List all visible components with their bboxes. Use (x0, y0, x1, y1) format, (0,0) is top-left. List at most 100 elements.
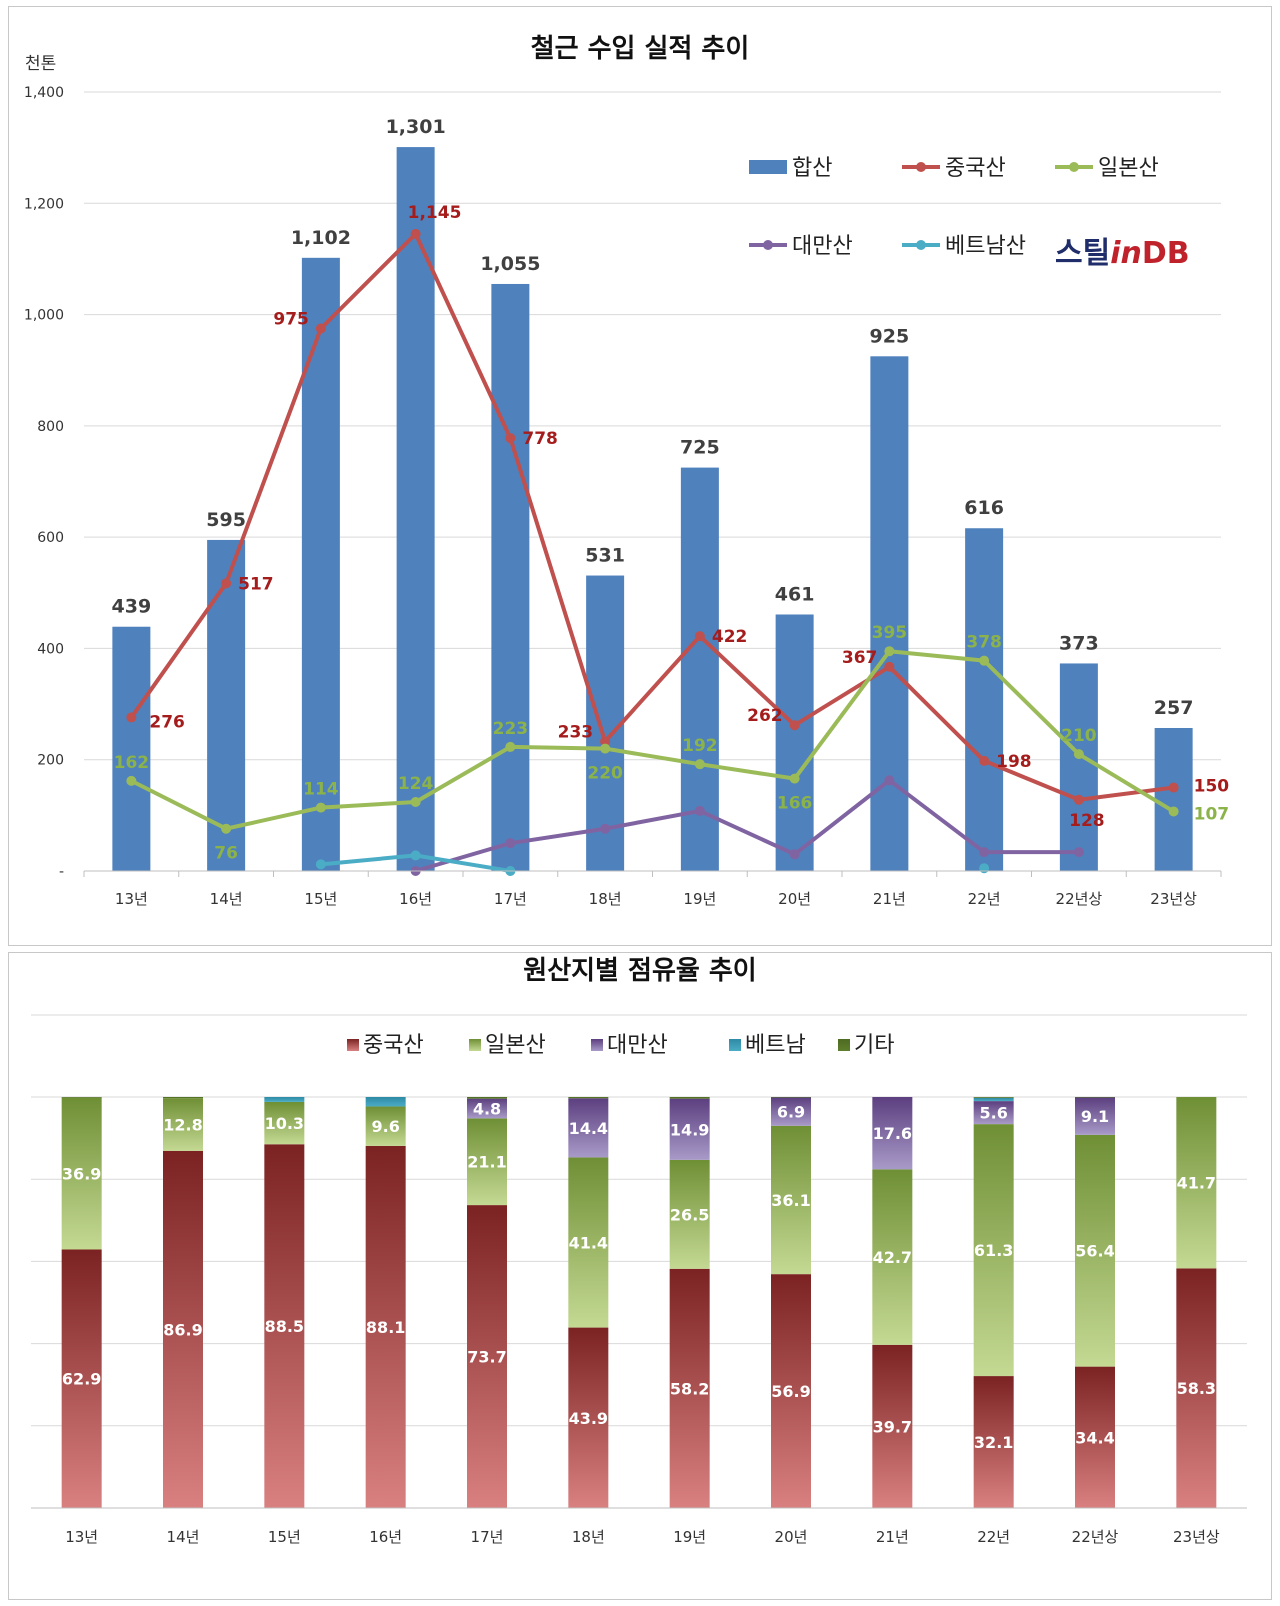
chart1-x-tick-label: 22년 (968, 890, 1001, 908)
chart2-bar-segment (669, 1268, 710, 1508)
chart1-series-point (789, 849, 800, 860)
chart2-bar-segment (1075, 1134, 1115, 1367)
chart2-bar-segment (1075, 1097, 1115, 1135)
chart1-series-point (221, 823, 232, 834)
chart1-bar-value-label: 531 (585, 545, 625, 567)
chart2-segment-label: 26.5 (670, 1205, 709, 1224)
chart1-series-point (884, 775, 895, 786)
chart2-x-tick-label: 19년 (673, 1528, 706, 1546)
chart2-bar-segment (771, 1274, 811, 1508)
chart2-segment-label: 39.7 (873, 1417, 912, 1436)
chart2-bar-segment (365, 1097, 406, 1107)
chart1-series-point (600, 736, 611, 747)
chart2-bar-segment (568, 1098, 609, 1158)
chart1-y-tick-label: 1,200 (24, 196, 64, 212)
chart1-x-tick-label: 14년 (210, 890, 243, 908)
chart2-x-tick-label: 20년 (775, 1528, 808, 1546)
chart2-segment-label: 21.1 (467, 1153, 506, 1172)
chart2-segment-label: 32.1 (974, 1433, 1013, 1452)
chart1-china-value-label: 367 (842, 648, 878, 668)
chart1-x-tick-label: 21년 (873, 890, 906, 908)
chart2-segment-label: 36.9 (62, 1165, 101, 1184)
chart2-segment-label: 9.1 (1081, 1107, 1109, 1126)
chart2-x-tick-label: 13년 (65, 1528, 98, 1546)
chart1-legend-marker (916, 240, 926, 250)
chart1-series-point (505, 433, 516, 444)
chart1-legend-marker (763, 240, 773, 250)
chart2-bar-segment (1176, 1268, 1217, 1508)
chart1-japan-value-label: 223 (493, 719, 529, 739)
chart1-legend-label: 대만산 (792, 234, 853, 259)
chart1-bar (207, 539, 246, 871)
chart1-series-point (979, 863, 990, 874)
chart1-china-value-label: 422 (712, 627, 748, 647)
chart2-legend-label: 일본산 (485, 1033, 546, 1058)
chart2-segment-label: 41.7 (1177, 1174, 1216, 1193)
chart2-legend-swatch (591, 1039, 603, 1051)
chart2-x-tick-label: 17년 (471, 1528, 504, 1546)
chart1-bar (680, 467, 719, 871)
chart1-series-point (315, 859, 326, 870)
chart2-segment-label: 14.9 (670, 1120, 709, 1139)
chart1-bar-value-label: 1,301 (386, 116, 446, 138)
chart2-bar-segment (872, 1169, 913, 1345)
chart2-segment-label: 5.6 (979, 1104, 1007, 1123)
import-trend-chart: 철근 수입 실적 추이 천톤 439 595 1,102 1,301 1,055 531 7… (24, 34, 1229, 908)
chart1-legend-swatch (749, 160, 787, 174)
chart2-stacked-bars (61, 1097, 1217, 1508)
chart2-bar-segment (973, 1097, 1014, 1102)
chart2-x-tick-label: 18년 (572, 1528, 605, 1546)
chart1-lines (126, 228, 1179, 876)
chart2-x-tick-label: 22년상 (1072, 1528, 1119, 1546)
chart1-x-tick-label: 15년 (304, 890, 337, 908)
chart2-x-tick-label: 23년상 (1173, 1528, 1220, 1546)
chart2-bar-segment (568, 1097, 609, 1099)
chart1-y-tick-label: 600 (37, 530, 64, 546)
chart2-segment-label: 34.4 (1075, 1428, 1114, 1447)
chart2-bar-segment (264, 1144, 305, 1508)
chart2-bar-segment (61, 1097, 102, 1098)
chart2-bar-segment (669, 1098, 710, 1160)
chart1-series-line (129, 231, 1174, 802)
chart1-bar (775, 614, 814, 871)
chart2-segment-label: 73.7 (467, 1348, 506, 1367)
chart2-bar-segment (264, 1101, 305, 1145)
chart1-bar-value-label: 725 (680, 437, 720, 459)
chart2-data-labels: 62.9 36.9 86.9 12.8 88.5 10.3 88.1 9.6 73.7 21.1 4… (62, 1100, 1216, 1453)
chart2-bar-segment (973, 1124, 1014, 1377)
chart1-series-point (1073, 847, 1084, 858)
chart2-segment-label: 43.9 (569, 1409, 608, 1428)
share-trend-chart-panel: 원산지별 점유율 추이 62.9 36.9 86.9 12.8 88.5 10.3 88.1… (8, 952, 1272, 1600)
chart1-china-value-label: 198 (996, 752, 1032, 772)
chart1-x-tick-label: 22년상 (1056, 890, 1103, 908)
chart2-x-tick-label: 22년 (977, 1528, 1010, 1546)
chart2-segment-label: 58.2 (670, 1379, 709, 1398)
chart2-gridlines (31, 1096, 1247, 1427)
chart1-china-value-label: 517 (238, 574, 274, 594)
chart1-bar-value-label: 925 (870, 325, 910, 347)
chart2-segment-label: 6.9 (777, 1103, 805, 1122)
chart1-axes: - 200 400 600 800 1,000 1,200 1,400 13년 14년 15년 16년… (24, 85, 1222, 908)
chart2-bar-segment (1176, 1097, 1217, 1269)
chart2-x-tick-label: 14년 (167, 1528, 200, 1546)
chart1-series-point (315, 802, 326, 813)
chart2-segment-label: 17.6 (873, 1124, 912, 1143)
chart1-japan-value-label: 166 (777, 794, 813, 814)
chart1-japan-value-label: 192 (682, 736, 718, 756)
chart1-japan-value-label: 378 (966, 633, 1002, 653)
chart1-x-tick-label: 17년 (494, 890, 527, 908)
chart1-x-tick-label: 20년 (778, 890, 811, 908)
chart1-y-tick-label: 200 (37, 753, 64, 769)
chart2-segment-label: 86.9 (163, 1320, 202, 1339)
chart2-bar-segment (61, 1097, 102, 1250)
chart1-bar-value-label: 616 (964, 497, 1004, 519)
chart1-series-point (789, 773, 800, 784)
chart1-series-point (600, 743, 611, 754)
chart1-bar (112, 626, 151, 871)
chart2-segment-label: 88.5 (265, 1317, 304, 1336)
chart2-segment-label: 58.3 (1177, 1379, 1216, 1398)
chart1-series-point (1073, 749, 1084, 760)
chart2-segment-label: 56.4 (1075, 1242, 1114, 1261)
chart2-x-tick-label: 16년 (369, 1528, 402, 1546)
